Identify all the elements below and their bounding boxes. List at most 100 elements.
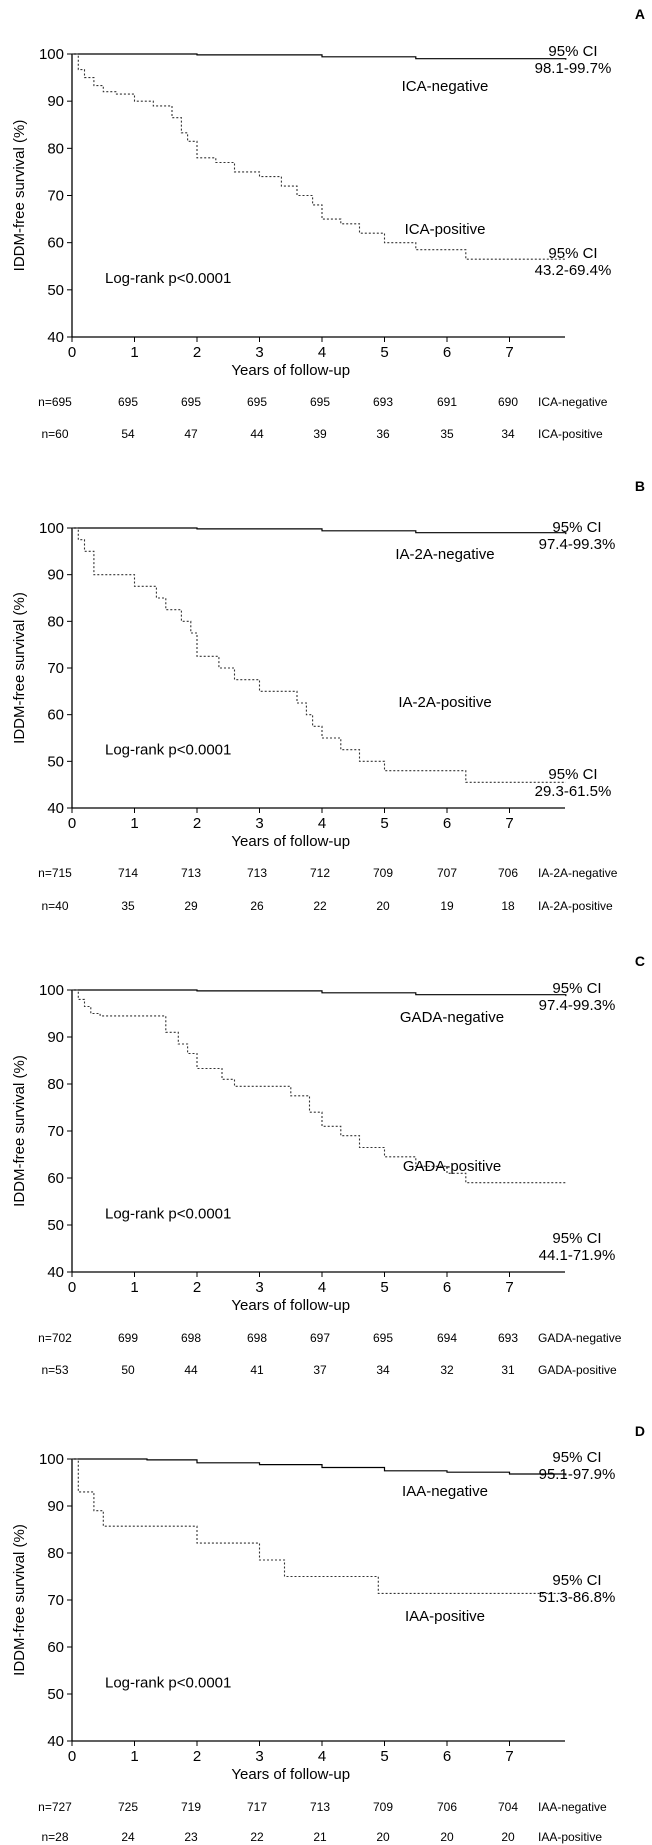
risk-table-value: 22 bbox=[250, 1830, 264, 1844]
x-tick-label: 4 bbox=[318, 344, 326, 361]
risk-table-value: 34 bbox=[376, 1363, 390, 1377]
y-tick-label: 40 bbox=[47, 329, 64, 346]
x-tick-label: 6 bbox=[443, 344, 451, 361]
risk-table-row-label: IAA-positive bbox=[538, 1830, 602, 1844]
x-tick-label: 2 bbox=[193, 344, 201, 361]
x-tick-label: 5 bbox=[380, 815, 388, 832]
series-line-positive bbox=[72, 53, 566, 260]
ci-range: 98.1-99.7% bbox=[535, 60, 612, 77]
risk-table-value: 22 bbox=[313, 899, 327, 913]
y-tick-label: 70 bbox=[47, 1592, 64, 1609]
risk-table-value: 21 bbox=[313, 1830, 327, 1844]
y-tick-label: 40 bbox=[47, 1264, 64, 1281]
x-tick-label: 6 bbox=[443, 1279, 451, 1296]
x-axis-title: Years of follow-up bbox=[231, 1766, 350, 1783]
risk-table-value: 20 bbox=[501, 1830, 515, 1844]
y-tick-label: 100 bbox=[39, 46, 64, 63]
risk-table-value: n=53 bbox=[41, 1363, 68, 1377]
ci-title: 95% CI bbox=[552, 1449, 601, 1466]
risk-table-value: 698 bbox=[181, 1331, 201, 1345]
x-tick-label: 5 bbox=[380, 1279, 388, 1296]
risk-table-row-label: IAA-negative bbox=[538, 1800, 607, 1814]
y-tick-label: 50 bbox=[47, 282, 64, 299]
risk-table-value: 713 bbox=[181, 866, 201, 880]
series-name-label: ICA-positive bbox=[405, 221, 486, 238]
risk-table-value: 697 bbox=[310, 1331, 330, 1345]
risk-table-value: n=60 bbox=[41, 427, 68, 441]
risk-table-value: 714 bbox=[118, 866, 138, 880]
risk-table-value: 20 bbox=[440, 1830, 454, 1844]
y-tick-label: 100 bbox=[39, 1451, 64, 1468]
ci-title: 95% CI bbox=[552, 980, 601, 997]
risk-table-value: 713 bbox=[310, 1800, 330, 1814]
x-tick-label: 1 bbox=[130, 1279, 138, 1296]
x-tick-label: 3 bbox=[255, 344, 263, 361]
x-tick-label: 0 bbox=[68, 815, 76, 832]
x-tick-label: 2 bbox=[193, 1279, 201, 1296]
risk-table-row-label: ICA-negative bbox=[538, 395, 608, 409]
risk-table-value: 20 bbox=[376, 1830, 390, 1844]
y-tick-label: 60 bbox=[47, 1639, 64, 1656]
y-tick-label: 70 bbox=[47, 1123, 64, 1140]
risk-table-value: 39 bbox=[313, 427, 327, 441]
ci-title: 95% CI bbox=[552, 1572, 601, 1589]
y-tick-label: 50 bbox=[47, 1217, 64, 1234]
risk-table-value: 24 bbox=[121, 1830, 135, 1844]
x-tick-label: 1 bbox=[130, 815, 138, 832]
x-tick-label: 3 bbox=[255, 815, 263, 832]
x-tick-label: 7 bbox=[505, 815, 513, 832]
y-tick-label: 70 bbox=[47, 188, 64, 205]
risk-table-value: 709 bbox=[373, 866, 393, 880]
y-axis-title: IDDM-free survival (%) bbox=[11, 1524, 28, 1676]
ci-title: 95% CI bbox=[548, 245, 597, 262]
risk-table-value: 698 bbox=[247, 1331, 267, 1345]
x-tick-label: 5 bbox=[380, 1748, 388, 1765]
x-tick-label: 2 bbox=[193, 1748, 201, 1765]
risk-table-value: 706 bbox=[437, 1800, 457, 1814]
y-tick-label: 90 bbox=[47, 93, 64, 110]
series-name-label: IA-2A-positive bbox=[398, 694, 491, 711]
y-tick-label: 60 bbox=[47, 707, 64, 724]
y-tick-label: 40 bbox=[47, 1733, 64, 1750]
ci-title: 95% CI bbox=[548, 43, 597, 60]
series-name-label: ICA-negative bbox=[402, 78, 489, 95]
risk-table-value: 725 bbox=[118, 1800, 138, 1814]
risk-table-value: 695 bbox=[118, 395, 138, 409]
risk-table-value: 35 bbox=[121, 899, 135, 913]
risk-table-value: 695 bbox=[373, 1331, 393, 1345]
risk-table-value: 50 bbox=[121, 1363, 135, 1377]
y-tick-label: 80 bbox=[47, 1076, 64, 1093]
ci-range: 44.1-71.9% bbox=[539, 1247, 616, 1264]
y-tick-label: 100 bbox=[39, 982, 64, 999]
x-tick-label: 3 bbox=[255, 1279, 263, 1296]
risk-table-value: 704 bbox=[498, 1800, 518, 1814]
y-tick-label: 80 bbox=[47, 140, 64, 157]
risk-table-value: 18 bbox=[501, 899, 515, 913]
x-tick-label: 4 bbox=[318, 815, 326, 832]
risk-table-value: 44 bbox=[250, 427, 264, 441]
x-tick-label: 7 bbox=[505, 1748, 513, 1765]
risk-table-value: 47 bbox=[184, 427, 198, 441]
risk-table-value: 695 bbox=[310, 395, 330, 409]
risk-table-value: 691 bbox=[437, 395, 457, 409]
risk-table-row-label: ICA-positive bbox=[538, 427, 603, 441]
risk-table-value: 34 bbox=[501, 427, 515, 441]
risk-table-row-label: IA-2A-negative bbox=[538, 866, 618, 880]
x-tick-label: 4 bbox=[318, 1279, 326, 1296]
risk-table-value: 699 bbox=[118, 1331, 138, 1345]
x-axis-title: Years of follow-up bbox=[231, 362, 350, 379]
ci-title: 95% CI bbox=[548, 766, 597, 783]
series-name-label: IAA-positive bbox=[405, 1608, 485, 1625]
y-tick-label: 90 bbox=[47, 1029, 64, 1046]
y-tick-label: 70 bbox=[47, 660, 64, 677]
series-name-label: GADA-positive bbox=[403, 1158, 501, 1175]
x-axis-title: Years of follow-up bbox=[231, 833, 350, 850]
x-tick-label: 0 bbox=[68, 344, 76, 361]
risk-table-value: 693 bbox=[373, 395, 393, 409]
series-line-negative bbox=[72, 989, 567, 997]
y-tick-label: 90 bbox=[47, 1498, 64, 1515]
series-line-negative bbox=[72, 527, 567, 535]
